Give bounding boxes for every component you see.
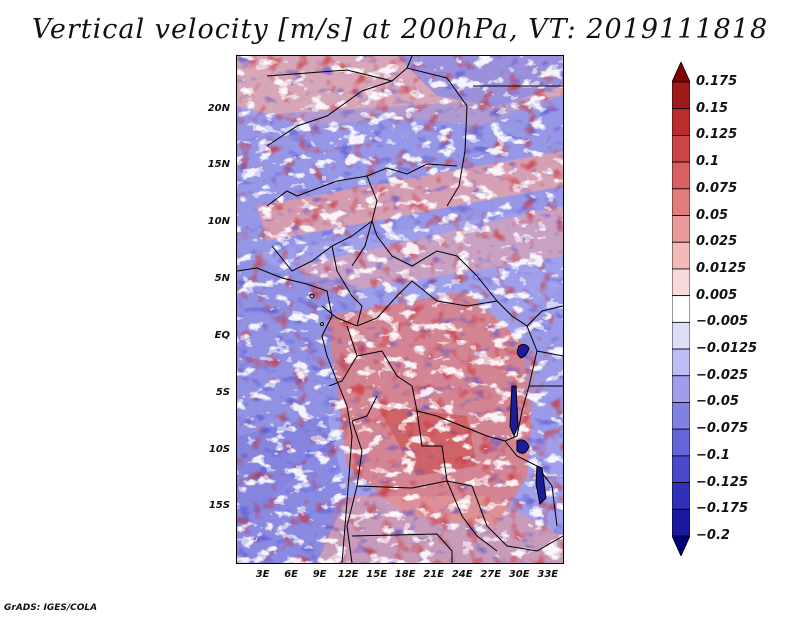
colorbar-swatch <box>672 508 690 537</box>
colorbar-tick-label: 0.025 <box>696 234 738 250</box>
field-texture-white <box>237 56 563 563</box>
latitude-tick-label: 20N <box>207 102 230 114</box>
longitude-tick-label: 6E <box>284 569 299 580</box>
colorbar-tick-label: 0.05 <box>696 207 729 223</box>
map-plot-area <box>236 55 564 564</box>
credit-text: GrADS: IGES/COLA <box>4 603 98 613</box>
longitude-tick-label: 27E <box>480 569 502 580</box>
latitude-tick-label: 15N <box>207 159 230 171</box>
latitude-tick-label: 15S <box>208 500 230 512</box>
colorbar-swatch <box>672 402 690 430</box>
colorbar-swatch <box>672 81 690 110</box>
country-boundaries <box>237 56 563 563</box>
longitude-tick-label: 30E <box>508 569 530 580</box>
colorbar-swatch <box>672 268 690 297</box>
colorbar-swatch <box>672 321 690 350</box>
colorbar-tick-label: 0.1 <box>696 154 720 170</box>
longitude-tick-label: 3E <box>255 569 270 580</box>
colorbar-swatch <box>672 428 690 457</box>
colorbar-swatch <box>672 241 690 270</box>
colorbar-swatch <box>672 348 690 377</box>
colorbar-swatch <box>672 535 690 556</box>
colorbar-tick-label: −0.125 <box>696 474 749 490</box>
colorbar-tick-label: −0.025 <box>696 367 749 383</box>
colorbar-swatch <box>672 215 690 243</box>
colorbar-swatch <box>672 482 690 510</box>
colorbar-tick-label: 0.125 <box>696 127 738 143</box>
colorbar-tick-label: −0.175 <box>696 501 749 517</box>
latitude-tick-label: 5S <box>215 386 230 398</box>
colorbar-swatch <box>672 108 690 136</box>
colorbar <box>672 62 690 556</box>
longitude-tick-label: 18E <box>394 569 416 580</box>
colorbar-swatch <box>672 188 690 216</box>
colorbar-swatch <box>672 62 690 83</box>
colorbar-swatch <box>672 455 690 483</box>
colorbar-swatch <box>672 161 690 190</box>
longitude-tick-label: 24E <box>451 569 473 580</box>
latitude-tick-label: 10N <box>207 216 230 228</box>
longitude-tick-label: 33E <box>537 569 559 580</box>
colorbar-tick-label: −0.1 <box>696 447 730 463</box>
latitude-tick-label: 5N <box>214 273 230 285</box>
colorbar-tick-label: −0.075 <box>696 421 749 437</box>
colorbar-tick-label: 0.0125 <box>696 260 747 276</box>
latitude-tick-label: EQ <box>214 329 230 341</box>
colorbar-tick-label: 0.075 <box>696 180 738 196</box>
colorbar-tick-label: −0.0125 <box>696 341 758 357</box>
vertical-velocity-field <box>237 56 563 563</box>
colorbar-swatch <box>672 135 690 163</box>
longitude-tick-label: 15E <box>366 569 388 580</box>
latitude-tick-label: 10S <box>208 443 230 455</box>
great-lakes <box>509 343 547 506</box>
colorbar-swatch <box>672 295 690 323</box>
colorbar-tick-label: 0.175 <box>696 74 738 89</box>
colorbar-swatch <box>672 375 690 403</box>
colorbar-tick-label: −0.2 <box>696 528 730 543</box>
colorbar-tick-label: −0.05 <box>696 394 739 410</box>
longitude-tick-label: 21E <box>423 569 445 580</box>
chart-title: Vertical velocity [m/s] at 200hPa, VT: 2… <box>31 14 769 45</box>
colorbar-tick-label: 0.15 <box>696 100 729 116</box>
colorbar-tick-label: 0.005 <box>696 287 738 303</box>
longitude-tick-label: 9E <box>312 569 327 580</box>
longitude-tick-label: 12E <box>337 569 359 580</box>
colorbar-tick-label: −0.005 <box>696 314 749 330</box>
